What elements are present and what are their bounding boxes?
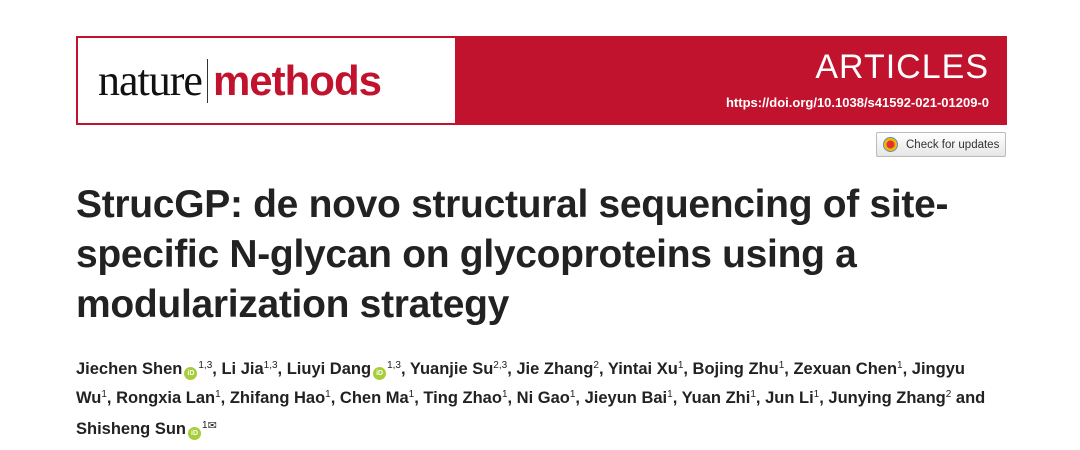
affiliation-superscript: 1,3 xyxy=(263,360,278,371)
affiliation-superscript: 1,3 xyxy=(198,360,213,371)
author-separator: , xyxy=(277,360,287,378)
author-name: Yuan Zhi xyxy=(681,388,751,407)
author-separator: , xyxy=(672,388,682,407)
author-name: Bojing Zhu xyxy=(692,360,779,378)
author-separator: , xyxy=(575,388,585,407)
author[interactable]: Yintai Xu1 xyxy=(608,360,684,378)
author-name: Jiechen Shen xyxy=(76,360,183,378)
orcid-icon[interactable]: iD xyxy=(373,367,387,380)
author-separator: , xyxy=(755,388,766,407)
author[interactable]: Jiechen Shen iD1,3 xyxy=(76,360,213,380)
affiliation-superscript: 1 xyxy=(897,360,903,371)
author-name: Yintai Xu xyxy=(607,360,678,378)
author[interactable]: Liuyi Dang iD1,3 xyxy=(286,360,401,380)
logo-divider xyxy=(206,58,208,103)
author-name: Zexuan Chen xyxy=(793,360,898,378)
check-for-updates-button[interactable]: Check for updates xyxy=(876,132,1006,157)
author[interactable]: Ting Zhao1 xyxy=(423,389,507,407)
author[interactable]: Jingyu Wu1 xyxy=(76,360,965,407)
author-separator: , xyxy=(220,388,230,407)
affiliation-superscript: 1 xyxy=(101,388,107,400)
affiliation-superscript: 1 xyxy=(325,388,331,400)
author[interactable]: Yuan Zhi1 xyxy=(682,389,756,407)
check-for-updates-label: Check for updates xyxy=(906,138,1000,151)
author-name: Jingyu Wu xyxy=(76,360,965,407)
author[interactable]: Jun Li1 xyxy=(765,389,819,407)
author[interactable]: Yuanjie Su2,3 xyxy=(410,360,507,378)
author-separator: , xyxy=(330,388,340,407)
doi-link[interactable]: https://doi.org/10.1038/s41592-021-01209… xyxy=(725,95,989,110)
orcid-icon[interactable]: iD xyxy=(184,367,198,380)
author[interactable]: Zexuan Chen1 xyxy=(793,360,902,378)
author[interactable]: Chen Ma1 xyxy=(340,389,414,407)
journal-logo[interactable]: nature methods xyxy=(78,38,455,123)
author-name: Zhifang Hao xyxy=(229,388,326,407)
author-name: Yuanjie Su xyxy=(409,360,494,378)
author-separator: , xyxy=(598,360,608,378)
affiliation-superscript: 1,3 xyxy=(387,360,401,371)
author[interactable]: Ni Gao1 xyxy=(517,389,576,407)
affiliation-superscript: 1 xyxy=(677,360,684,371)
author-separator: , xyxy=(819,388,829,407)
author-name: Jie Zhang xyxy=(516,360,594,378)
affiliation-superscript: 1 xyxy=(569,388,576,400)
author-name: Chen Ma xyxy=(339,388,409,407)
crossmark-icon xyxy=(883,137,898,152)
author-separator: , xyxy=(106,388,117,407)
author-separator: , xyxy=(212,360,222,378)
affiliation-superscript: 1 xyxy=(778,360,785,371)
author[interactable]: Bojing Zhu1 xyxy=(693,360,785,378)
affiliation-superscript: 2,3 xyxy=(493,360,508,371)
affiliation-superscript: 1 xyxy=(215,388,221,400)
author-name: Liuyi Dang xyxy=(286,360,372,378)
author-name: Junying Zhang xyxy=(828,388,946,407)
author[interactable]: Li Jia1,3 xyxy=(221,360,277,378)
author-name: Ni Gao xyxy=(516,388,570,407)
author[interactable]: Shisheng Sun iD1✉ xyxy=(76,420,217,440)
author[interactable]: Jie Zhang2 xyxy=(516,360,599,378)
orcid-icon[interactable]: iD xyxy=(188,427,202,440)
author-separator: , xyxy=(784,360,794,378)
logo-nature: nature xyxy=(98,56,203,105)
author-name: Ting Zhao xyxy=(423,388,502,407)
article-title: StrucGP: de novo structural sequencing o… xyxy=(76,183,949,326)
author-separator: , xyxy=(400,360,410,378)
affiliation-superscript: 1 xyxy=(667,388,673,400)
author[interactable]: Rongxia Lan1 xyxy=(116,389,221,407)
author-separator: and xyxy=(951,388,986,407)
author[interactable]: Jieyun Bai1 xyxy=(585,389,673,407)
section-label: ARTICLES xyxy=(815,48,989,86)
affiliation-superscript: 1 xyxy=(501,388,508,400)
author-separator: , xyxy=(683,360,693,378)
author-separator: , xyxy=(507,388,517,407)
author-name: Jun Li xyxy=(765,388,814,407)
author-separator: , xyxy=(507,360,517,378)
affiliation-superscript: 1 xyxy=(408,388,415,400)
author-name: Li Jia xyxy=(221,360,264,378)
affiliation-superscript: 1 xyxy=(202,420,208,431)
author[interactable]: Zhifang Hao1 xyxy=(230,389,331,407)
logo-methods: methods xyxy=(212,56,382,104)
author[interactable]: Junying Zhang2 xyxy=(828,389,951,407)
author-name: Jieyun Bai xyxy=(584,388,668,407)
mail-icon[interactable]: ✉ xyxy=(207,420,217,432)
journal-banner: nature methods ARTICLES https://doi.org/… xyxy=(76,36,1007,125)
affiliation-superscript: 2 xyxy=(593,360,599,371)
author-separator: , xyxy=(902,360,912,378)
affiliation-superscript: 2 xyxy=(945,388,952,400)
affiliation-superscript: 1 xyxy=(813,388,820,400)
author-list: Jiechen Shen iD1,3, Li Jia1,3, Liuyi Dang… xyxy=(76,355,996,444)
author-name: Shisheng Sun xyxy=(76,420,187,438)
affiliation-superscript: 1 xyxy=(750,388,756,400)
author-separator: , xyxy=(414,388,424,407)
author-name: Rongxia Lan xyxy=(116,388,216,407)
